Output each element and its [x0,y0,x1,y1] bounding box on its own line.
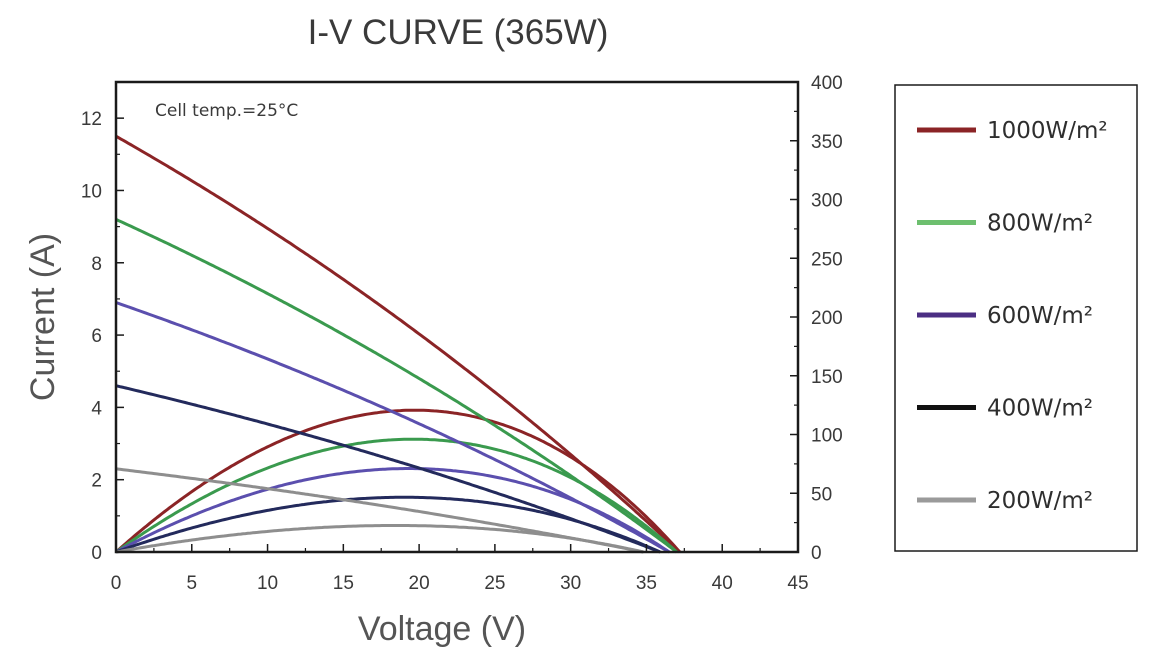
y-tick-label: 2 [91,471,102,492]
y2-tick-label: 150 [811,367,843,388]
y2-tick-label: 350 [811,132,843,153]
x-tick-label: 0 [111,573,122,594]
y-axis-title: Current (A) [24,233,62,401]
axis-ticks: 0 5 10 15 20 25 30 35 40 450246810120501001502002… [81,73,843,594]
x-tick-label: 25 [484,573,505,594]
y2-tick-label: 0 [811,543,822,564]
x-tick-label: 10 [257,573,278,594]
pv-curve-line [115,524,644,554]
y-tick-label: 6 [91,326,102,347]
pv-curve-line [115,437,678,554]
y-tick-label: 4 [91,398,102,419]
y-tick-label: 10 [81,181,102,202]
plot-series [115,134,681,554]
x-tick-label: 30 [560,573,581,594]
y2-tick-label: 50 [811,484,832,505]
x-tick-label: 45 [787,573,808,594]
y-tick-label: 12 [81,109,102,130]
y-tick-label: 0 [91,543,102,564]
x-tick-label: 5 [186,573,197,594]
pv-curve-line [115,467,671,554]
legend-label: 200W/m² [987,488,1093,514]
x-tick-label: 15 [333,573,354,594]
iv-curve-line [115,301,670,554]
y2-tick-label: 300 [811,191,843,212]
y2-tick-label: 250 [811,249,843,270]
legend: 1000W/m² 800W/m² 600W/m² 400W/m² 200W/m² [917,118,1108,514]
cell-temp-annotation: Cell temp.=25°C [155,101,298,121]
pv-curve-line [115,408,681,554]
y-tick-label: 8 [91,254,102,275]
legend-label: 800W/m² [987,211,1093,237]
legend-label: 400W/m² [987,396,1093,422]
iv-curve-line [115,218,678,554]
y2-tick-label: 100 [811,426,843,447]
x-tick-label: 35 [636,573,657,594]
x-tick-label: 20 [409,573,430,594]
y2-tick-label: 400 [811,73,843,94]
pv-curve-line [115,495,661,554]
legend-box [894,84,1138,552]
legend-label: 600W/m² [987,303,1093,329]
y2-tick-label: 200 [811,308,843,329]
x-tick-label: 40 [712,573,733,594]
x-axis-title: Voltage (V) [358,610,526,648]
chart-title: I-V CURVE (365W) [308,13,609,52]
legend-label: 1000W/m² [987,118,1108,144]
